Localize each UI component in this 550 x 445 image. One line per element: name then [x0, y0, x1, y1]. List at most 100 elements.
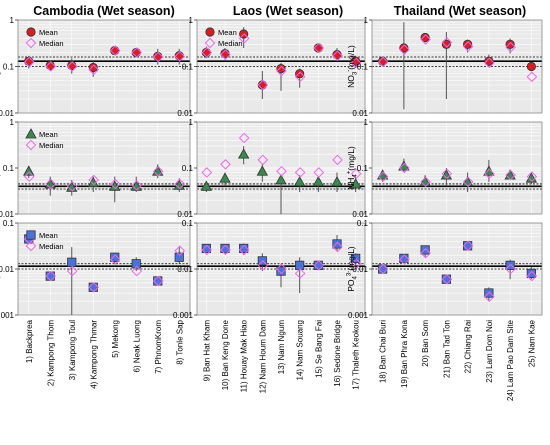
median-marker	[484, 291, 495, 303]
ylabel-unit: (mg/L)	[346, 146, 356, 171]
median-marker	[257, 154, 269, 166]
median-marker	[152, 275, 164, 287]
y-tick-label: 0.1	[357, 164, 369, 173]
legend-median-label: Median	[39, 39, 64, 48]
median-marker	[23, 171, 35, 182]
y-axis-label: PO43-(mg/L)	[346, 246, 359, 292]
y-tick-label: 0.001	[0, 311, 15, 320]
mean-marker	[463, 241, 473, 251]
median-marker	[377, 263, 389, 275]
mean-marker	[331, 176, 343, 187]
y-axis-label: NH4+(mg/L)	[0, 146, 3, 190]
legend-median-label: Median	[39, 141, 64, 150]
median-marker	[45, 61, 57, 72]
median-marker	[420, 34, 431, 45]
median-marker	[201, 47, 213, 58]
y-tick-label: 0.1	[182, 164, 194, 173]
mean-marker	[441, 274, 451, 284]
ylabel-sub: 3	[353, 71, 359, 75]
mean-marker	[23, 165, 35, 176]
y-tick-label: 1	[364, 118, 369, 127]
y-axis-label: NH4+(mg/L)	[346, 146, 359, 190]
legend-median-marker	[25, 139, 37, 151]
mean-marker	[349, 178, 362, 189]
mean-marker	[420, 245, 430, 255]
category-label: 15) Se Bang Fai	[314, 320, 323, 378]
category-label: 22) Chiang Rai	[464, 320, 473, 374]
mean-marker	[110, 252, 120, 262]
category-label: 7) PhnomKrom	[154, 320, 163, 374]
median-marker	[505, 169, 516, 181]
median-marker	[109, 45, 121, 56]
mean-marker	[110, 45, 120, 56]
median-marker	[276, 165, 287, 177]
median-marker	[152, 51, 164, 63]
ylabel-unit: (mg/L)	[346, 45, 356, 70]
y-tick-label: 0.1	[3, 63, 15, 72]
median-marker	[276, 263, 287, 275]
legend-mean-label: Mean	[39, 130, 58, 139]
ylabel-sup: -	[347, 70, 353, 72]
category-label: 18) Ban Chai Buri	[379, 320, 388, 383]
legend-median-marker	[25, 37, 37, 49]
median-marker	[399, 254, 410, 265]
category-label: 3) Kampong Toul	[68, 320, 77, 381]
y-tick-label: 0.001	[348, 311, 369, 320]
median-marker	[201, 244, 213, 256]
ylabel-sub: 4	[353, 275, 359, 279]
panel-nh4-thailand: 0.01 0.1 1 NH4+(mg/L)	[346, 118, 543, 219]
median-marker	[45, 270, 57, 282]
median-marker	[174, 178, 186, 190]
mean-marker	[295, 260, 305, 270]
median-marker	[484, 168, 495, 180]
legend-mean-marker	[26, 27, 36, 37]
median-marker	[441, 37, 453, 48]
mean-marker	[131, 47, 141, 58]
legend-median-marker	[25, 240, 37, 252]
mean-marker	[237, 148, 250, 159]
category-label: 1) Backprea	[25, 319, 34, 363]
median-marker	[294, 167, 306, 178]
median-marker	[66, 265, 78, 277]
y-tick-label: 0.01	[177, 109, 193, 118]
median-marker	[462, 176, 474, 188]
legend-mean-label: Mean	[218, 28, 237, 37]
mean-marker	[526, 61, 536, 72]
ylabel-sub: 4	[353, 174, 359, 178]
y-tick-label: 0.01	[352, 109, 368, 118]
median-marker	[88, 174, 100, 186]
mean-marker	[88, 282, 98, 292]
legend: Mean Median	[25, 128, 64, 151]
category-label: 8) Tonle Sap	[175, 319, 184, 364]
median-marker	[294, 71, 306, 83]
category-label: 10) Ban Keng Done	[221, 319, 230, 390]
y-tick-label: 1	[10, 16, 15, 25]
category-label: 5) Mekong	[111, 320, 120, 358]
median-marker	[238, 132, 250, 144]
y-tick-label: 0.01	[352, 265, 368, 274]
mean-marker	[484, 56, 494, 66]
median-marker	[505, 263, 516, 275]
mean-marker	[174, 252, 184, 262]
y-tick-label: 0.1	[357, 63, 369, 72]
mean-marker	[295, 69, 305, 79]
y-tick-label: 0.1	[357, 219, 369, 228]
category-label: 24) Lam Pao Dam Site	[506, 319, 515, 400]
median-marker	[88, 281, 100, 293]
mean-marker	[505, 39, 515, 49]
panel-nh4-laos: 0.01 0.1 1	[177, 118, 366, 219]
legend-mean-marker	[26, 230, 36, 240]
legend-mean-marker	[205, 27, 215, 37]
median-marker	[88, 64, 100, 76]
mean-marker	[153, 276, 163, 286]
median-marker	[152, 165, 164, 177]
legend-mean-label: Mean	[39, 28, 58, 37]
panel-po4-cambodia: 0.001 0.01 0.1 PO43-(mg/L) 1) Backprea 2) Kam…	[0, 219, 191, 389]
mean-marker	[88, 62, 98, 73]
y-tick-label: 0.1	[3, 164, 15, 173]
mean-marker	[441, 39, 451, 49]
median-marker	[174, 51, 186, 62]
mean-marker	[275, 174, 287, 185]
legend-median-label: Median	[39, 242, 64, 251]
